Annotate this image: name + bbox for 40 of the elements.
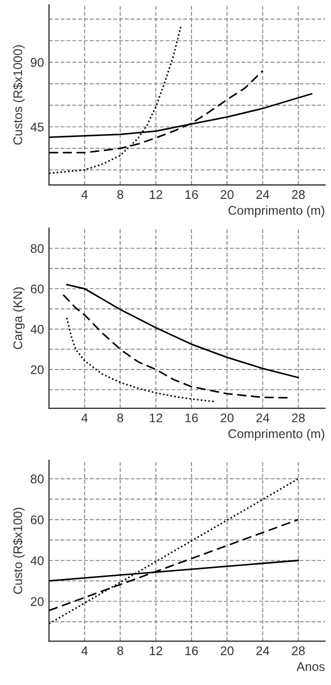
x-tick-label: 8 — [117, 413, 124, 422]
x-tick-label: 8 — [117, 646, 124, 656]
y-axis-title: Custos (R$x1000) — [12, 45, 25, 145]
x-tick-label: 12 — [150, 413, 162, 422]
y-tick-label: 60 — [30, 284, 44, 294]
y-tick-label: 20 — [30, 365, 44, 374]
x-tick-label: 16 — [185, 646, 198, 656]
y-axis-title: Custo (R$x100) — [12, 508, 25, 594]
x-tick-label: 28 — [292, 646, 305, 656]
x-tick-label: 28 — [292, 190, 305, 199]
x-tick-label: 24 — [256, 190, 270, 199]
x-tick-label: 16 — [185, 190, 198, 199]
line-series — [62, 294, 290, 399]
x-axis-title: Comprimento (m) — [228, 206, 324, 218]
y-tick-label: 40 — [30, 556, 44, 566]
x-tick-label: 4 — [81, 414, 88, 422]
y-tick-label: 45 — [30, 122, 44, 132]
y-tick-label: 80 — [30, 474, 44, 484]
x-axis-title: Anos — [296, 662, 325, 672]
x-tick-label: 24 — [256, 413, 270, 422]
y-axis-title: Carga (KN) — [13, 287, 25, 350]
line-series — [66, 317, 214, 402]
y-tick-label: 20 — [30, 597, 44, 606]
x-tick-label: 4 — [81, 190, 88, 199]
y-tick-label: 90 — [30, 58, 44, 67]
x-tick-label: 20 — [220, 646, 234, 656]
x-tick-label: 24 — [256, 646, 270, 656]
y-tick-label: 60 — [30, 515, 44, 524]
x-axis-title: Comprimento (m) — [228, 428, 324, 441]
x-tick-label: 12 — [150, 646, 162, 656]
y-tick-label: 80 — [30, 244, 44, 253]
x-tick-label: 12 — [150, 190, 162, 199]
x-tick-label: 20 — [220, 190, 234, 199]
x-tick-label: 4 — [81, 646, 88, 656]
x-tick-label: 20 — [220, 413, 234, 422]
x-tick-label: 28 — [292, 413, 305, 422]
line-series — [66, 284, 300, 378]
x-tick-label: 16 — [185, 413, 198, 422]
x-tick-label: 8 — [117, 190, 124, 199]
y-tick-label: 40 — [30, 324, 44, 334]
